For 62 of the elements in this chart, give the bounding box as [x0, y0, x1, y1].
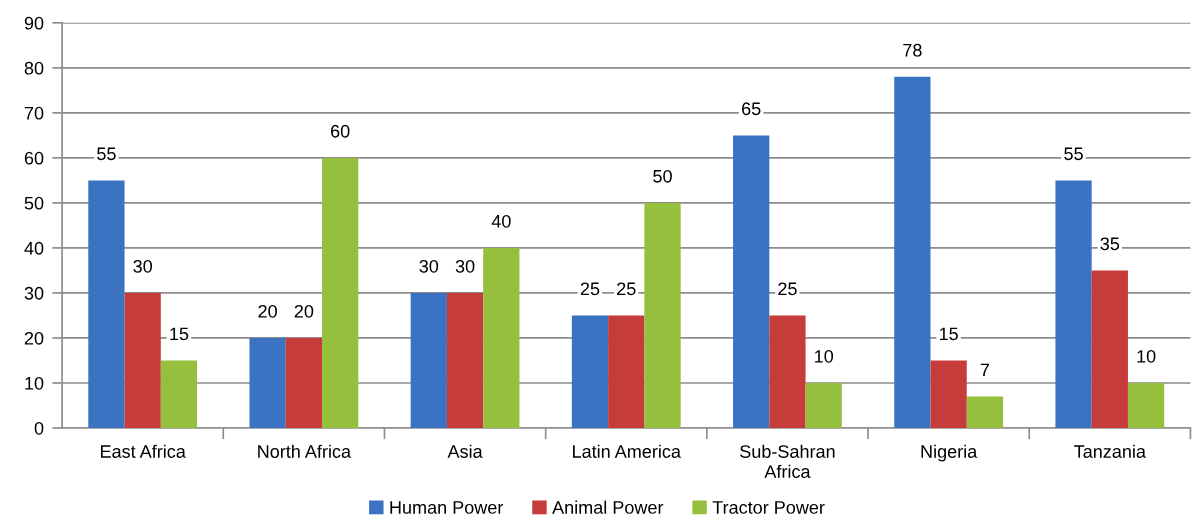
bar — [608, 315, 645, 428]
data-label: 10 — [1137, 349, 1156, 363]
bar — [483, 247, 520, 428]
bar — [322, 157, 359, 428]
data-label: 30 — [455, 259, 475, 273]
bar — [249, 337, 286, 428]
y-tick-label: 10 — [25, 376, 44, 390]
data-label: 20 — [294, 304, 314, 318]
y-tick-label: 40 — [24, 241, 44, 255]
data-label: 55 — [1064, 147, 1083, 161]
data-label: 35 — [1100, 237, 1120, 251]
bar — [285, 337, 323, 428]
data-label: 30 — [133, 259, 153, 273]
legend-label: Tractor Power — [712, 501, 825, 514]
bar — [1091, 270, 1128, 428]
legend-label: Animal Power — [552, 500, 664, 514]
data-label: 60 — [331, 124, 350, 138]
bar — [1055, 180, 1092, 428]
x-tick-label: Nigeria — [921, 444, 978, 462]
bar — [124, 292, 161, 428]
data-label: 25 — [778, 282, 797, 296]
bar — [805, 382, 842, 428]
bar — [571, 315, 609, 428]
y-tick-label: 20 — [24, 331, 44, 345]
x-tick-label: Asia — [447, 444, 483, 458]
bar — [410, 292, 447, 428]
data-label: 40 — [491, 214, 511, 228]
data-label: 25 — [580, 282, 600, 296]
bar — [733, 135, 770, 428]
data-label: 65 — [742, 102, 761, 116]
data-label: 20 — [258, 304, 277, 318]
x-tick-label: East Africa — [101, 444, 186, 458]
data-label: 50 — [653, 169, 672, 183]
x-tick-label: Latin America — [573, 444, 681, 458]
bar — [1127, 382, 1165, 428]
y-tick-label: 90 — [24, 16, 44, 30]
y-tick-label: 0 — [34, 421, 44, 435]
bar — [88, 180, 125, 428]
bar — [160, 360, 198, 428]
bar — [644, 202, 681, 428]
bar — [894, 76, 931, 428]
y-tick-label: 50 — [24, 196, 44, 210]
x-tick-label: Tanzania — [1074, 444, 1146, 458]
y-tick-label: 60 — [24, 151, 44, 165]
data-label: 55 — [97, 147, 116, 161]
data-label: 30 — [419, 259, 439, 273]
data-label: 15 — [170, 327, 189, 341]
y-tick-label: 30 — [24, 286, 44, 300]
bar — [769, 315, 806, 428]
bar — [930, 360, 967, 428]
y-tick-label: 80 — [24, 61, 44, 75]
data-label: 10 — [815, 349, 834, 363]
data-label: 7 — [980, 363, 990, 377]
y-tick-label: 70 — [24, 106, 44, 120]
bar — [966, 396, 1004, 428]
bar — [446, 292, 484, 428]
data-label: 25 — [617, 282, 636, 296]
data-label: 15 — [939, 327, 958, 341]
x-tick-label: Sub-Sahran Africa — [740, 444, 835, 479]
x-tick-label: North Africa — [258, 444, 352, 458]
legend-label: Human Power — [390, 501, 504, 514]
data-label: 78 — [903, 43, 922, 57]
